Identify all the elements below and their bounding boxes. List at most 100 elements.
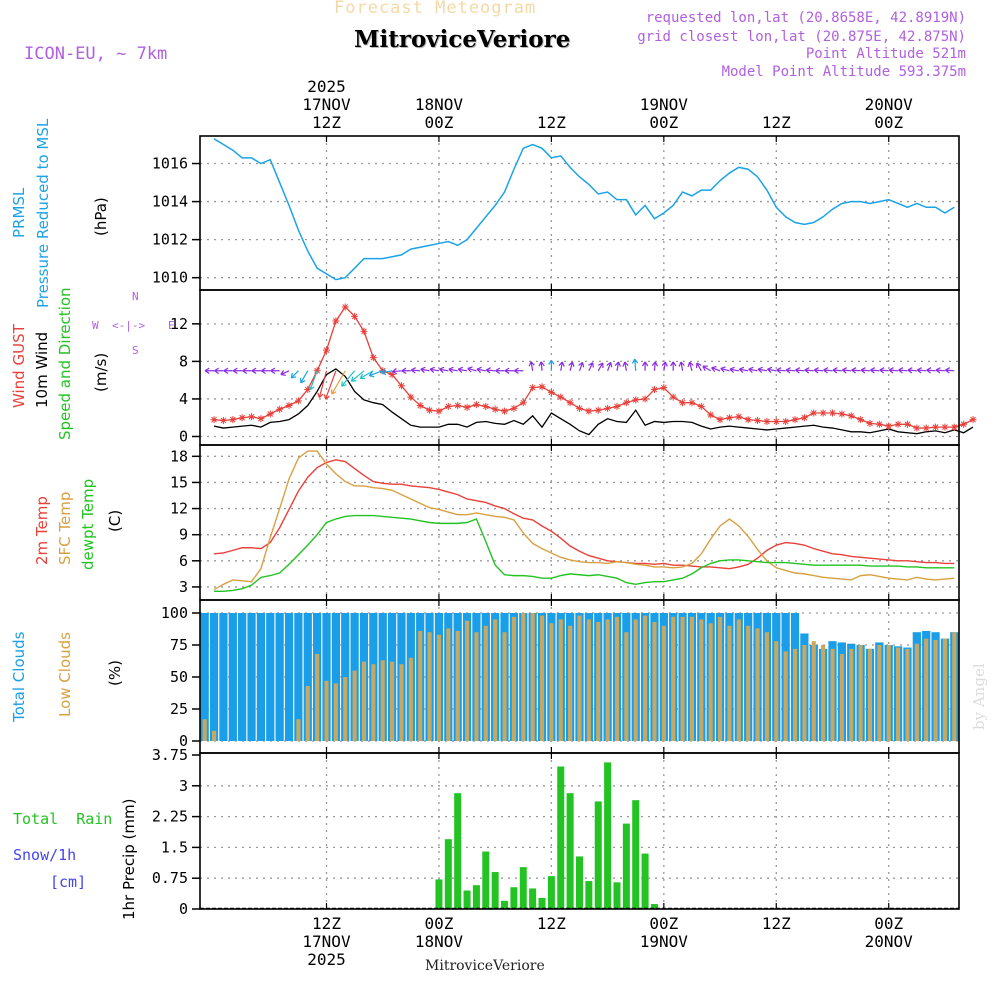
temp2m-line [213, 459, 955, 570]
low-cloud-bar [886, 645, 891, 741]
gust-marker [735, 413, 743, 421]
total-cloud-bar [266, 613, 275, 741]
wind-direction-arrow [401, 367, 411, 374]
wind-direction-arrow [622, 361, 629, 371]
rain-bar [604, 762, 612, 909]
total-cloud-bar [228, 613, 237, 741]
gust-marker [697, 402, 705, 410]
wind-direction-arrow [641, 361, 649, 371]
low-cloud-bar [361, 661, 367, 741]
wind-direction-arrow [687, 361, 694, 371]
wind-direction-arrow [341, 370, 356, 387]
wind-ytick-label: 8 [179, 352, 188, 370]
low-cloud-bar [352, 670, 357, 741]
clouds-ytick-label: 75 [170, 636, 188, 654]
gust-marker [941, 423, 949, 431]
wind-direction-arrow [368, 370, 383, 378]
bottom-time-label: 17NOV [302, 932, 351, 951]
gust-marker [866, 419, 874, 427]
low-cloud-bar [792, 648, 798, 741]
wind-direction-arrow [538, 361, 545, 371]
gust-marker [875, 420, 883, 428]
wind-direction-arrow [448, 366, 458, 374]
rain-bar [491, 872, 499, 909]
total-cloud-bar [322, 613, 331, 741]
low-cloud-bar [605, 619, 610, 741]
wind-direction-arrow [898, 367, 908, 374]
low-cloud-bar [558, 619, 563, 741]
low-cloud-bar [211, 730, 217, 741]
gust-marker [435, 407, 443, 415]
footer-station: MitroviceVeriore [425, 958, 545, 974]
bottom-time-label: 00Z [424, 914, 453, 933]
top-time-label: 2025 [307, 77, 346, 96]
faded-title: Forecast Meteogram [334, 0, 537, 18]
gust-marker [454, 402, 462, 410]
gust-marker [238, 414, 246, 422]
temp-frame [199, 444, 960, 601]
gust-marker [229, 416, 237, 424]
gust-marker [538, 383, 546, 391]
low-cloud-bar [746, 625, 751, 741]
top-time-label: 00Z [424, 113, 453, 132]
rain-bar [435, 879, 443, 909]
top-time-label: 00Z [649, 113, 678, 132]
low-cloud-bar [933, 639, 938, 741]
wind-direction-arrow [504, 367, 514, 374]
wind-direction-arrow [860, 367, 871, 374]
gust-marker [397, 382, 405, 390]
low-cloud-bar [493, 619, 498, 741]
gust-marker [857, 416, 865, 424]
rain-bar [538, 897, 546, 909]
low-cloud-bar [549, 623, 554, 741]
wind-direction-arrow [888, 367, 899, 374]
gust-marker [576, 404, 583, 412]
wind-direction-arrow [696, 362, 702, 372]
wind-ytick-label: 0 [179, 427, 188, 445]
top-time-label: 20NOV [865, 95, 914, 114]
precip-ytick-label: 0 [179, 900, 188, 918]
precip-ytick-label: 3 [179, 777, 188, 795]
low-cloud-bar [942, 638, 948, 741]
total-cloud-bar [331, 613, 340, 741]
low-cloud-bar [333, 683, 338, 741]
low-cloud-bar [661, 625, 666, 741]
wind-direction-arrow [813, 367, 824, 374]
wind-direction-arrow [232, 367, 243, 374]
temp-ytick-label: 15 [170, 473, 188, 491]
gust-marker [763, 417, 771, 425]
wind-direction-arrow [300, 370, 309, 384]
wind-direction-arrow [223, 367, 233, 374]
gust-marker [613, 402, 621, 410]
wind-direction-arrow [323, 370, 337, 400]
precip-frame [199, 752, 960, 910]
rain-bar [641, 853, 649, 909]
gust-marker [622, 399, 630, 407]
pressure-ytick-label: 1010 [152, 269, 188, 287]
gust-marker [810, 409, 818, 417]
wind-direction-arrow [916, 367, 927, 374]
wind-direction-arrow [804, 367, 814, 374]
wind-direction-arrow [935, 367, 945, 374]
wind-direction-arrow [380, 368, 393, 376]
gust-marker [341, 303, 349, 311]
low-cloud-bar [324, 680, 329, 741]
gust-marker [482, 402, 490, 410]
top-time-label: 12Z [537, 113, 566, 132]
low-cloud-bar [699, 619, 704, 741]
gust-marker [791, 416, 799, 424]
total-cloud-bar [256, 613, 266, 741]
wind-direction-arrow [578, 361, 585, 371]
low-cloud-bar [717, 616, 723, 741]
gust-marker [679, 399, 687, 407]
gust-marker [950, 423, 958, 431]
low-cloud-bar [436, 634, 442, 741]
bottom-time-label: 00Z [874, 914, 903, 933]
low-cloud-bar [614, 616, 620, 741]
total-cloud-bar [200, 613, 209, 741]
wind-direction-arrow [513, 367, 524, 374]
wind-direction-arrow [757, 366, 768, 374]
wind-direction-arrow [251, 367, 261, 374]
gust-line [213, 305, 974, 429]
bottom-time-label: 2025 [307, 950, 346, 969]
